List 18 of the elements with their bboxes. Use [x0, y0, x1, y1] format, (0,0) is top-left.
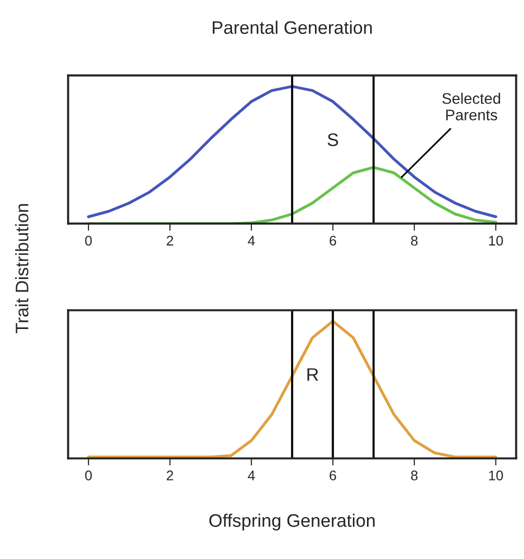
x-tick-label: 8 [411, 236, 418, 246]
x-tick-label: 0 [85, 236, 92, 246]
chart-title: Parental Generation [212, 20, 372, 34]
x-tick-label: 8 [411, 470, 418, 480]
x-tick-label: 10 [489, 236, 503, 246]
y-axis-title: Trait Distribution [15, 204, 28, 334]
annotation: Selected Parents [442, 92, 500, 120]
x-axis-title: Offspring Generation [209, 514, 375, 531]
x-tick-label: 2 [166, 470, 174, 480]
x-tick-label: 4 [248, 236, 255, 246]
x-tick-label: 4 [248, 470, 255, 480]
annotation: R [307, 368, 318, 381]
annotation: S [328, 133, 338, 146]
x-tick-label: 6 [330, 470, 336, 480]
x-tick-label: 6 [330, 236, 336, 246]
x-tick-label: 0 [85, 470, 92, 480]
x-tick-label: 2 [166, 236, 174, 246]
x-tick-label: 10 [489, 470, 503, 480]
